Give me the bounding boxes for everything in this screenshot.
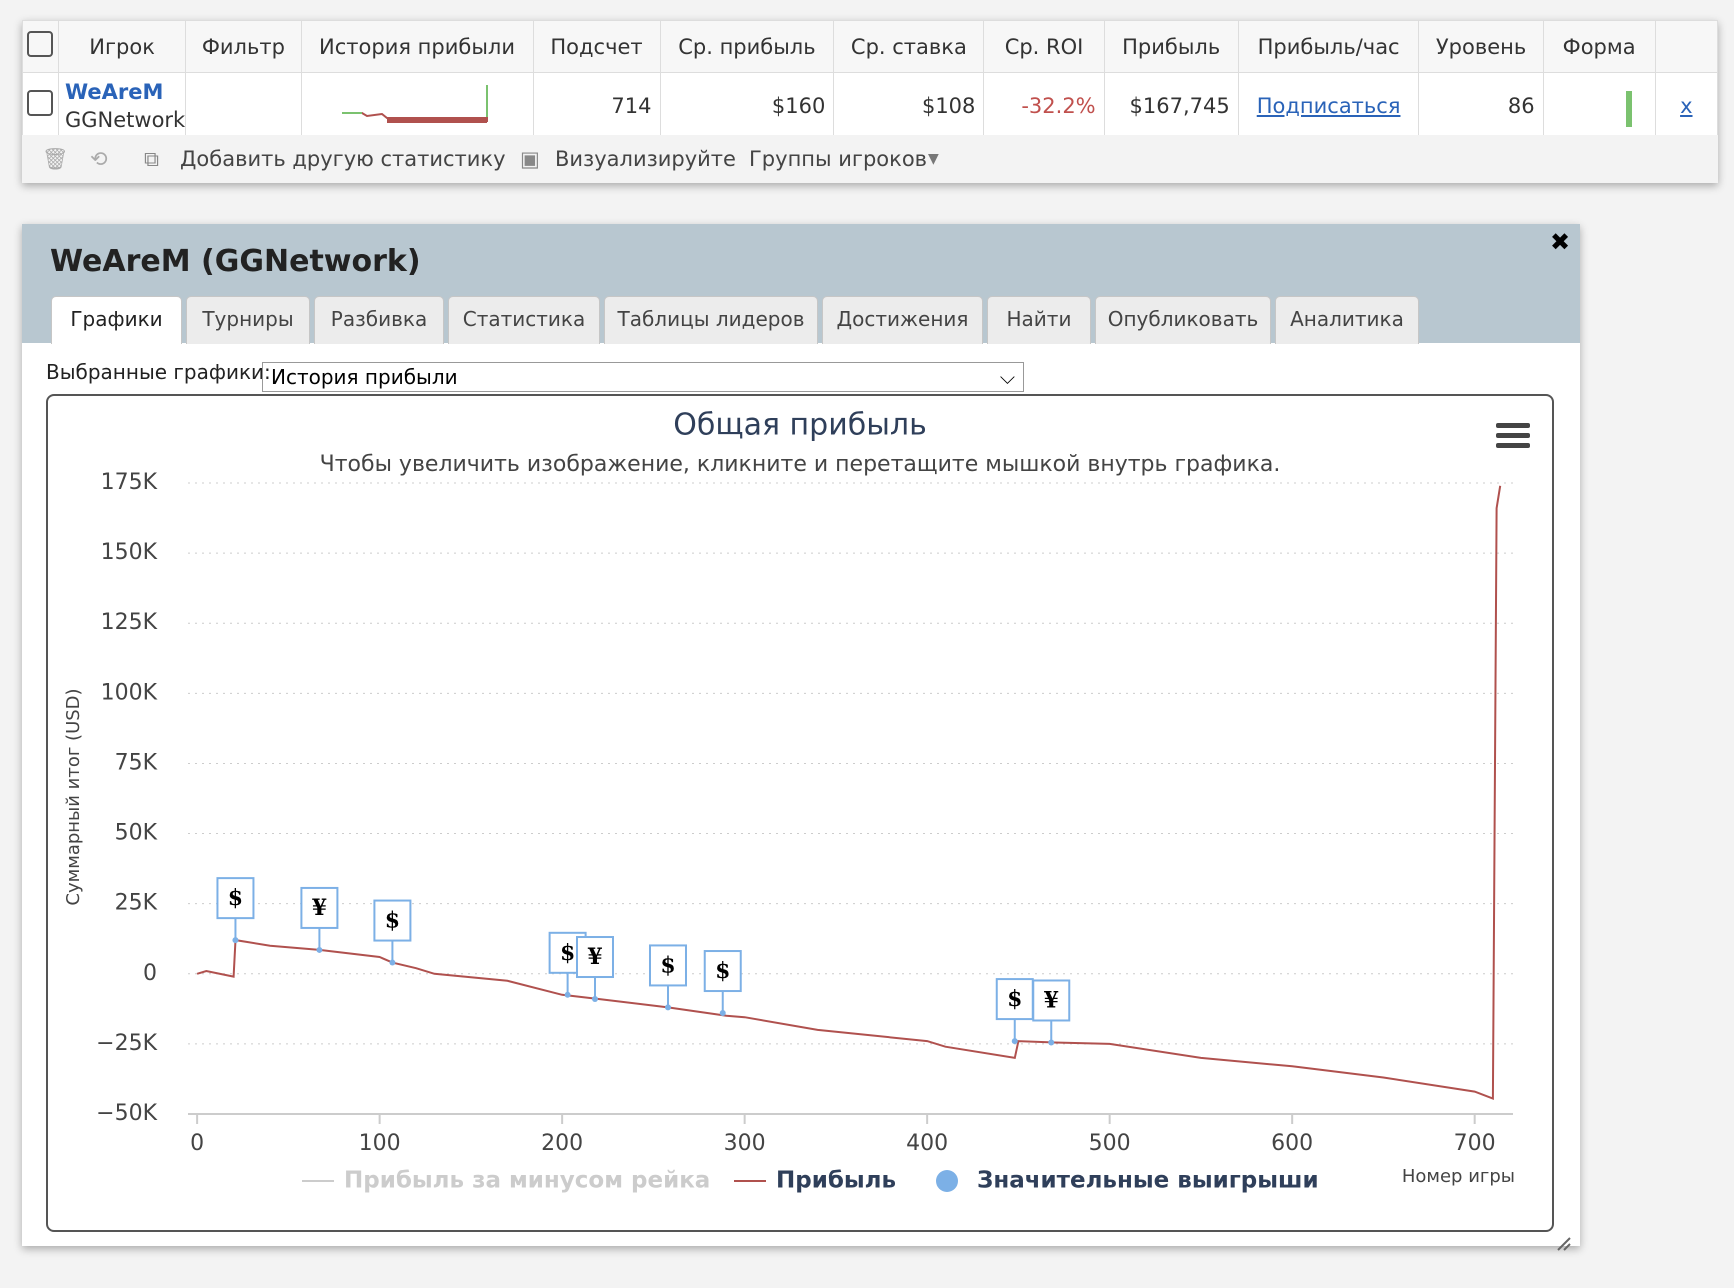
subscribe-link[interactable]: Подписаться bbox=[1237, 72, 1420, 139]
add-stat[interactable]: Добавить другую статистику bbox=[180, 147, 506, 171]
checkbox[interactable] bbox=[27, 31, 54, 57]
tab[interactable]: Аналитика bbox=[1275, 296, 1419, 344]
chart-select[interactable]: История прибыли ⌵ bbox=[262, 362, 1024, 392]
dropdown-arrow[interactable]: ▼ bbox=[928, 151, 939, 167]
add-icon[interactable]: ⧉ bbox=[144, 147, 159, 171]
header[interactable]: Прибыль bbox=[1103, 20, 1239, 73]
player-name[interactable]: WeAreM bbox=[64, 79, 164, 104]
chart-frame bbox=[46, 394, 1554, 1232]
legend-label[interactable]: Прибыль bbox=[776, 1168, 896, 1194]
select-label: Выбранные графики: bbox=[46, 360, 271, 384]
tab[interactable]: Найти bbox=[987, 296, 1091, 344]
profit: $167,745 bbox=[1103, 72, 1239, 139]
header[interactable]: Ср. ставка bbox=[833, 20, 985, 73]
header[interactable]: Ср. прибыль bbox=[659, 20, 835, 73]
stats-table-panel: Игрок Фильтр История прибыли Подсчет Ср.… bbox=[22, 20, 1719, 183]
legend-label[interactable]: Значительные выигрыши bbox=[977, 1168, 1319, 1194]
image-icon[interactable]: ▣ bbox=[520, 147, 540, 171]
header[interactable]: Уровень bbox=[1418, 20, 1544, 73]
checkbox[interactable] bbox=[27, 90, 54, 116]
tab[interactable]: Турниры bbox=[186, 296, 310, 344]
remove-link[interactable]: x bbox=[1654, 72, 1719, 139]
tab[interactable]: Разбивка bbox=[314, 296, 444, 344]
header[interactable]: Ср. ROI bbox=[983, 20, 1105, 73]
panel-title: WeAreM (GGNetwork) bbox=[50, 244, 421, 279]
tab[interactable]: Достижения bbox=[822, 296, 983, 344]
tab[interactable]: Статистика bbox=[448, 296, 600, 344]
header[interactable]: История прибыли bbox=[300, 20, 534, 73]
avg-profit: $160 bbox=[659, 72, 835, 139]
header[interactable]: Прибыль/час bbox=[1237, 20, 1420, 73]
delete-icon[interactable]: 🗑 bbox=[42, 147, 69, 171]
stats-table: Игрок Фильтр История прибыли Подсчет Ср.… bbox=[22, 20, 1719, 139]
avg-stake: $108 bbox=[833, 72, 985, 139]
tab[interactable]: Таблицы лидеров bbox=[604, 296, 818, 344]
header[interactable]: Фильтр bbox=[185, 20, 302, 73]
visualize[interactable]: Визуализируйте bbox=[555, 147, 736, 171]
profit-sparkline bbox=[341, 85, 488, 123]
player-panel: WeAreM (GGNetwork) ✖ Выбранные графики: … bbox=[22, 224, 1580, 1246]
avg-roi: -32.2% bbox=[983, 72, 1105, 139]
tab[interactable]: Графики bbox=[51, 296, 182, 344]
player-network: GGNetwork bbox=[64, 107, 186, 132]
select-value: История прибыли bbox=[271, 365, 458, 389]
toolbar: 🗑 ⟲ ⧉ Добавить другую статистику ▣ Визуа… bbox=[22, 135, 1718, 183]
close-button[interactable]: ✖ bbox=[1550, 228, 1571, 256]
level: 86 bbox=[1418, 72, 1544, 139]
legend-label[interactable]: Прибыль за минусом рейка bbox=[344, 1168, 710, 1194]
header[interactable]: Форма bbox=[1542, 20, 1656, 73]
player-groups[interactable]: Группы игроков bbox=[749, 147, 928, 171]
form-sparkline bbox=[1625, 91, 1632, 127]
header[interactable]: Подсчет bbox=[532, 20, 661, 73]
tab[interactable]: Опубликовать bbox=[1095, 296, 1271, 344]
header[interactable]: Игрок bbox=[57, 20, 187, 73]
count: 714 bbox=[532, 72, 661, 139]
refresh-icon[interactable]: ⟲ bbox=[90, 147, 108, 171]
